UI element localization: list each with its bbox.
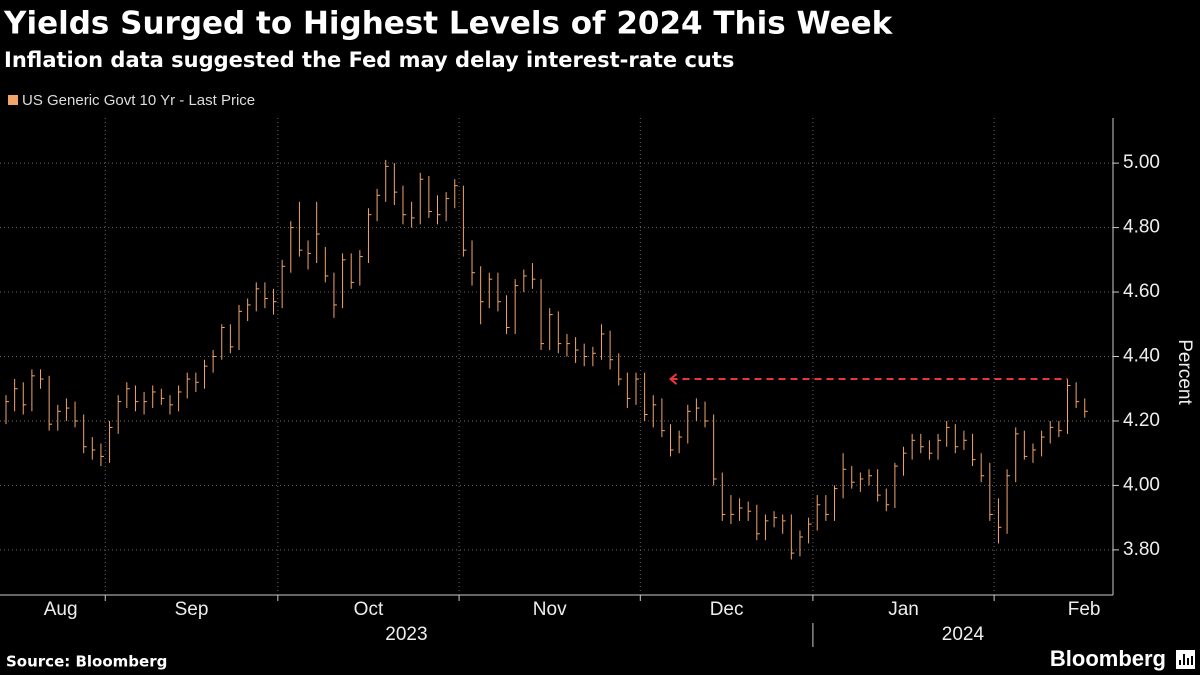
x-tick-label: Nov: [533, 599, 567, 620]
brand: Bloomberg: [1050, 646, 1166, 671]
legend-swatch: [8, 95, 18, 105]
y-tick-label: 4.00: [1123, 474, 1160, 495]
x-tick-label: Oct: [354, 599, 384, 620]
x-tick-label: Feb: [1068, 599, 1101, 620]
y-axis-label: Percent: [1174, 339, 1195, 405]
y-tick-label: 4.20: [1123, 410, 1160, 431]
year-label: 2024: [942, 624, 985, 645]
y-tick-label: 4.60: [1123, 281, 1160, 302]
x-tick-label: Aug: [44, 599, 78, 620]
y-tick-label: 4.40: [1123, 346, 1160, 367]
year-label: 2023: [385, 624, 427, 645]
chart-title: Yields Surged to Highest Levels of 2024 …: [3, 6, 894, 42]
legend-label: US Generic Govt 10 Yr - Last Price: [22, 92, 255, 109]
x-tick-label: Dec: [710, 599, 744, 620]
y-tick-label: 4.80: [1123, 217, 1160, 238]
y-tick-label: 5.00: [1123, 152, 1160, 173]
x-tick-label: Jan: [888, 599, 919, 620]
y-tick-label: 3.80: [1123, 539, 1160, 560]
reference-arrow: [668, 373, 678, 385]
x-tick-label: Sep: [175, 599, 209, 620]
chart-subtitle: Inflation data suggested the Fed may del…: [4, 48, 734, 72]
brand-icon-bars: [1179, 654, 1193, 665]
source: Source: Bloomberg: [6, 653, 167, 671]
